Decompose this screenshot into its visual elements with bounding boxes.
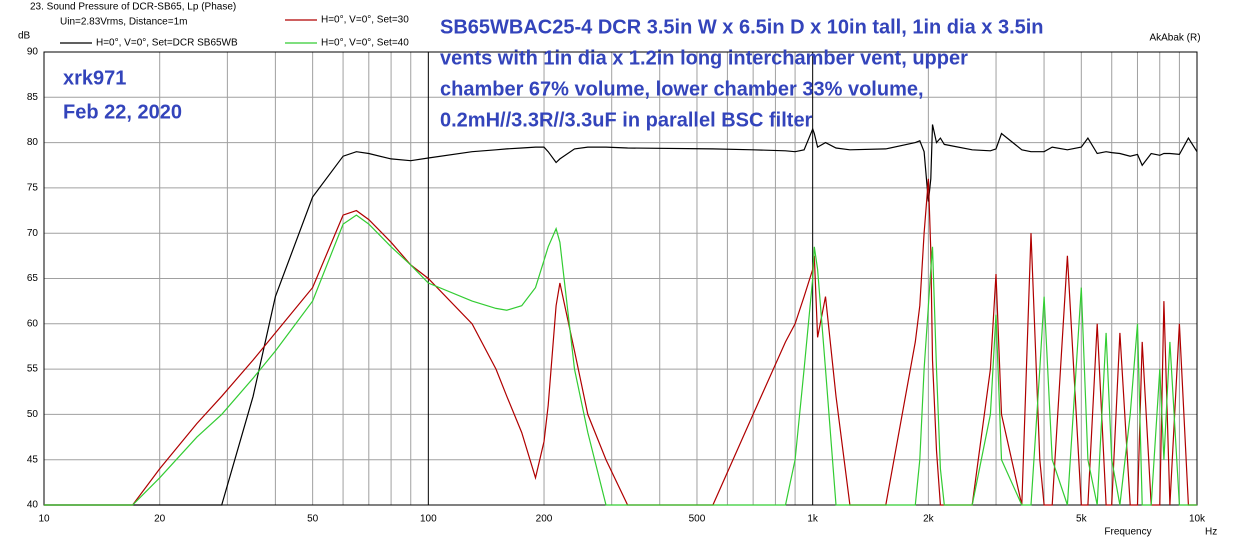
x-tick-label: 5k — [1076, 514, 1088, 525]
subtitle: Uin=2.83Vrms, Distance=1m — [60, 17, 187, 28]
series-line — [44, 124, 1198, 506]
y-tick-label: 90 — [27, 47, 39, 58]
x-tick-label: 50 — [307, 514, 319, 525]
annotation-line: vents with 1in dia x 1.2in long intercha… — [440, 47, 968, 69]
author: xrk971 — [63, 67, 126, 89]
x-tick-label: 2k — [923, 514, 935, 525]
y-tick-label: 55 — [27, 364, 39, 375]
x-tick-label: 1k — [807, 514, 819, 525]
x-axis-label: Frequency — [1104, 527, 1151, 538]
x-tick-label: 200 — [536, 514, 553, 525]
y-tick-label: 65 — [27, 273, 39, 284]
legend-label: H=0°, V=0°, Set=DCR SB65WB — [96, 38, 238, 49]
y-tick-label: 45 — [27, 454, 39, 465]
annotation-line: SB65WBAC25-4 DCR 3.5in W x 6.5in D x 10i… — [440, 16, 1044, 38]
legend-label: H=0°, V=0°, Set=30 — [321, 15, 409, 26]
y-tick-label: 70 — [27, 228, 39, 239]
legend-label: H=0°, V=0°, Set=40 — [321, 38, 409, 49]
annotation-line: chamber 67% volume, lower chamber 33% vo… — [440, 78, 924, 100]
annotation-line: 0.2mH//3.3R//3.3uF in parallel BSC filte… — [440, 109, 813, 131]
software-label: AkAbak (R) — [1149, 33, 1200, 44]
y-tick-label: 50 — [27, 409, 39, 420]
x-unit-label: Hz — [1205, 527, 1217, 538]
x-tick-label: 10 — [38, 514, 50, 525]
x-tick-label: 20 — [154, 514, 166, 525]
x-tick-label: 10k — [1189, 514, 1206, 525]
y-tick-label: 75 — [27, 183, 39, 194]
y-axis-label: dB — [18, 31, 31, 42]
y-tick-label: 60 — [27, 318, 39, 329]
y-tick-label: 85 — [27, 92, 39, 103]
date: Feb 22, 2020 — [63, 101, 182, 123]
x-tick-label: 100 — [420, 514, 437, 525]
y-tick-label: 80 — [27, 137, 39, 148]
series-line — [44, 214, 1197, 506]
y-tick-label: 40 — [27, 500, 39, 511]
chart-title: 23. Sound Pressure of DCR-SB65, Lp (Phas… — [30, 2, 236, 13]
x-tick-label: 500 — [689, 514, 706, 525]
